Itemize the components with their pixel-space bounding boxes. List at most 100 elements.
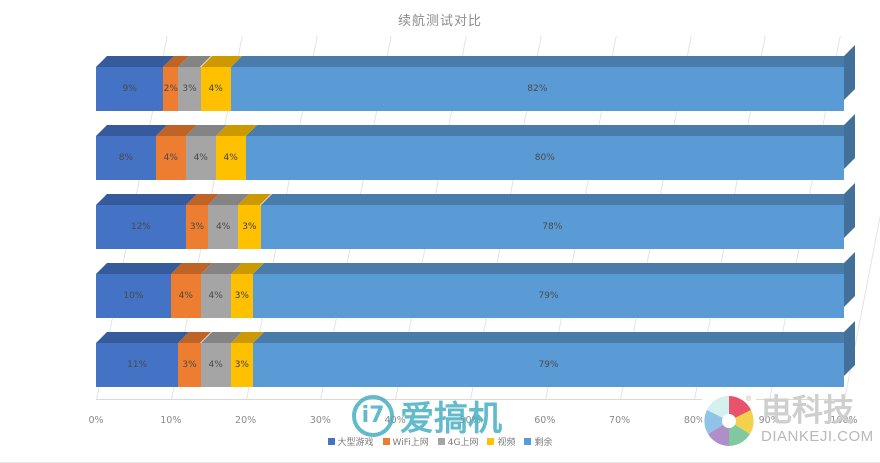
bar-segment-front-face <box>200 274 231 318</box>
bar-value-label: 4% <box>208 84 223 94</box>
bar-segment-front-face <box>96 136 156 180</box>
bar-value-label: 8% <box>118 153 134 163</box>
x-axis-tick-label: 40% <box>384 415 406 426</box>
x-axis-tick-label: 10% <box>160 415 182 426</box>
x-axis-tick-label: 60% <box>534 415 556 426</box>
bar-segment[interactable]: 79% <box>253 252 855 318</box>
bar-segment-front-face <box>245 136 844 180</box>
bar-segment[interactable]: 12% <box>96 194 197 249</box>
bar-value-label: 10% <box>123 291 144 301</box>
bar-segment[interactable]: 3% <box>185 194 220 249</box>
bar-segment-front-face <box>163 67 179 111</box>
bar-segment[interactable]: 3% <box>230 263 265 318</box>
bar-segment[interactable]: 78% <box>260 183 855 249</box>
bar-segment-front-face <box>230 274 254 318</box>
x-axis-tick-label: 50% <box>459 415 481 426</box>
bar-segment-front-face <box>253 343 844 387</box>
bar-segment-side-face <box>843 183 855 238</box>
legend-color-swatch <box>327 438 335 445</box>
bar-segment-front-face <box>208 205 239 249</box>
bar-segment-side-face <box>843 252 855 307</box>
bar-segment[interactable]: 3% <box>178 56 212 111</box>
legend-item[interactable]: 4G上网 <box>437 435 479 448</box>
bar-segment-top-face <box>260 194 855 205</box>
bar-value-label: 4% <box>208 291 223 301</box>
bar-segment[interactable]: 4% <box>215 125 257 180</box>
bar-segment-front-face <box>230 343 254 387</box>
bar-segment-front-face <box>215 136 246 180</box>
bar-value-label: 79% <box>538 291 559 301</box>
bar-segment[interactable]: 8% <box>96 125 167 180</box>
bar-value-label: 3% <box>182 360 197 370</box>
bar-segment-front-face <box>238 205 261 249</box>
bar-value-label: 4% <box>178 291 193 301</box>
bar-value-label: 3% <box>234 360 249 370</box>
bar-segment[interactable]: 4% <box>170 263 212 318</box>
bar-segment[interactable]: 3% <box>230 332 265 387</box>
bar-segment-top-face <box>245 125 855 136</box>
bar-segment-top-face <box>230 56 855 67</box>
bar-segment-front-face <box>170 274 201 318</box>
legend-item[interactable]: 视频 <box>487 435 515 448</box>
bar-segment-front-face <box>185 205 209 249</box>
bar-value-label: 12% <box>130 222 151 232</box>
legend-item[interactable]: 剩余 <box>524 435 552 448</box>
bar-segment-front-face <box>200 343 231 387</box>
legend-label: 4G上网 <box>447 438 479 448</box>
x-axis-tick-label: 90% <box>758 415 780 426</box>
bar-segment-top-face <box>96 194 197 205</box>
bar-segment-front-face <box>96 67 164 111</box>
bar-value-label: 78% <box>542 222 563 232</box>
bar-segment-top-face <box>96 56 175 67</box>
chart-legend: 大型游戏 WiFi上网 4G上网 视频 剩余 <box>0 435 880 448</box>
bar-segment-front-face <box>96 205 186 249</box>
bar-segment-front-face <box>178 343 201 387</box>
bar-row: 8% 4% 4% 4% 80% <box>96 114 855 180</box>
bar-segment-side-face <box>843 114 855 169</box>
legend-color-swatch <box>487 438 495 445</box>
bar-segment-front-face <box>155 136 186 180</box>
bar-row: 9% 2% 3% 4% 82% <box>96 45 855 111</box>
bar-value-label: 79% <box>538 360 559 370</box>
bar-segment[interactable]: 82% <box>230 45 855 111</box>
bar-segment-top-face <box>253 332 855 343</box>
bar-segment[interactable]: 4% <box>185 125 227 180</box>
x-axis-tick-label: 100% <box>830 415 858 426</box>
bar-segment[interactable]: 4% <box>208 194 250 249</box>
bar-row: 12% 3% 4% 3% 78% <box>96 183 855 249</box>
legend-item[interactable]: 大型游戏 <box>327 435 374 448</box>
bar-value-label: 4% <box>223 153 238 163</box>
chart-title: 续航测试对比 <box>397 14 482 29</box>
x-axis-line <box>96 399 844 400</box>
bar-segment[interactable]: 3% <box>178 332 212 387</box>
x-axis-tick-label: 20% <box>235 415 257 426</box>
bar-row: 11% 3% 4% 3% 79% <box>96 321 855 387</box>
bar-segment[interactable]: 10% <box>96 263 182 318</box>
bar-value-label: 3% <box>234 291 249 301</box>
bar-segment[interactable]: 9% <box>96 56 175 111</box>
bar-segment-front-face <box>260 205 844 249</box>
bar-segment[interactable]: 79% <box>253 321 855 387</box>
bar-segment[interactable]: 4% <box>200 56 242 111</box>
bar-segment[interactable]: 80% <box>245 114 855 180</box>
bar-value-label: 3% <box>182 84 197 94</box>
bar-segment-front-face <box>96 274 171 318</box>
bar-value-label: 4% <box>193 153 208 163</box>
bar-segment[interactable]: 4% <box>200 263 242 318</box>
bar-segment-front-face <box>230 67 844 111</box>
bar-value-label: 11% <box>127 360 148 370</box>
bar-segment-top-face <box>96 125 167 136</box>
plot-area: 9% 2% 3% 4% 82% 8% 4% 4% 4% 80% 12% 3% 4% 3% 78% 10% 4% 4… <box>96 36 880 400</box>
bar-segment[interactable]: 11% <box>96 332 190 387</box>
legend-color-swatch <box>437 438 445 445</box>
bar-segment[interactable]: 4% <box>155 125 197 180</box>
bar-value-label: 4% <box>163 153 178 163</box>
bar-segment-top-face <box>96 263 182 274</box>
legend-color-swatch <box>382 438 390 445</box>
x-axis-tick-label: 30% <box>309 415 331 426</box>
bar-segment[interactable]: 4% <box>200 332 242 387</box>
bar-segment[interactable]: 3% <box>238 194 272 249</box>
legend-item[interactable]: WiFi上网 <box>382 435 429 448</box>
bar-segment[interactable]: 2% <box>163 56 190 111</box>
